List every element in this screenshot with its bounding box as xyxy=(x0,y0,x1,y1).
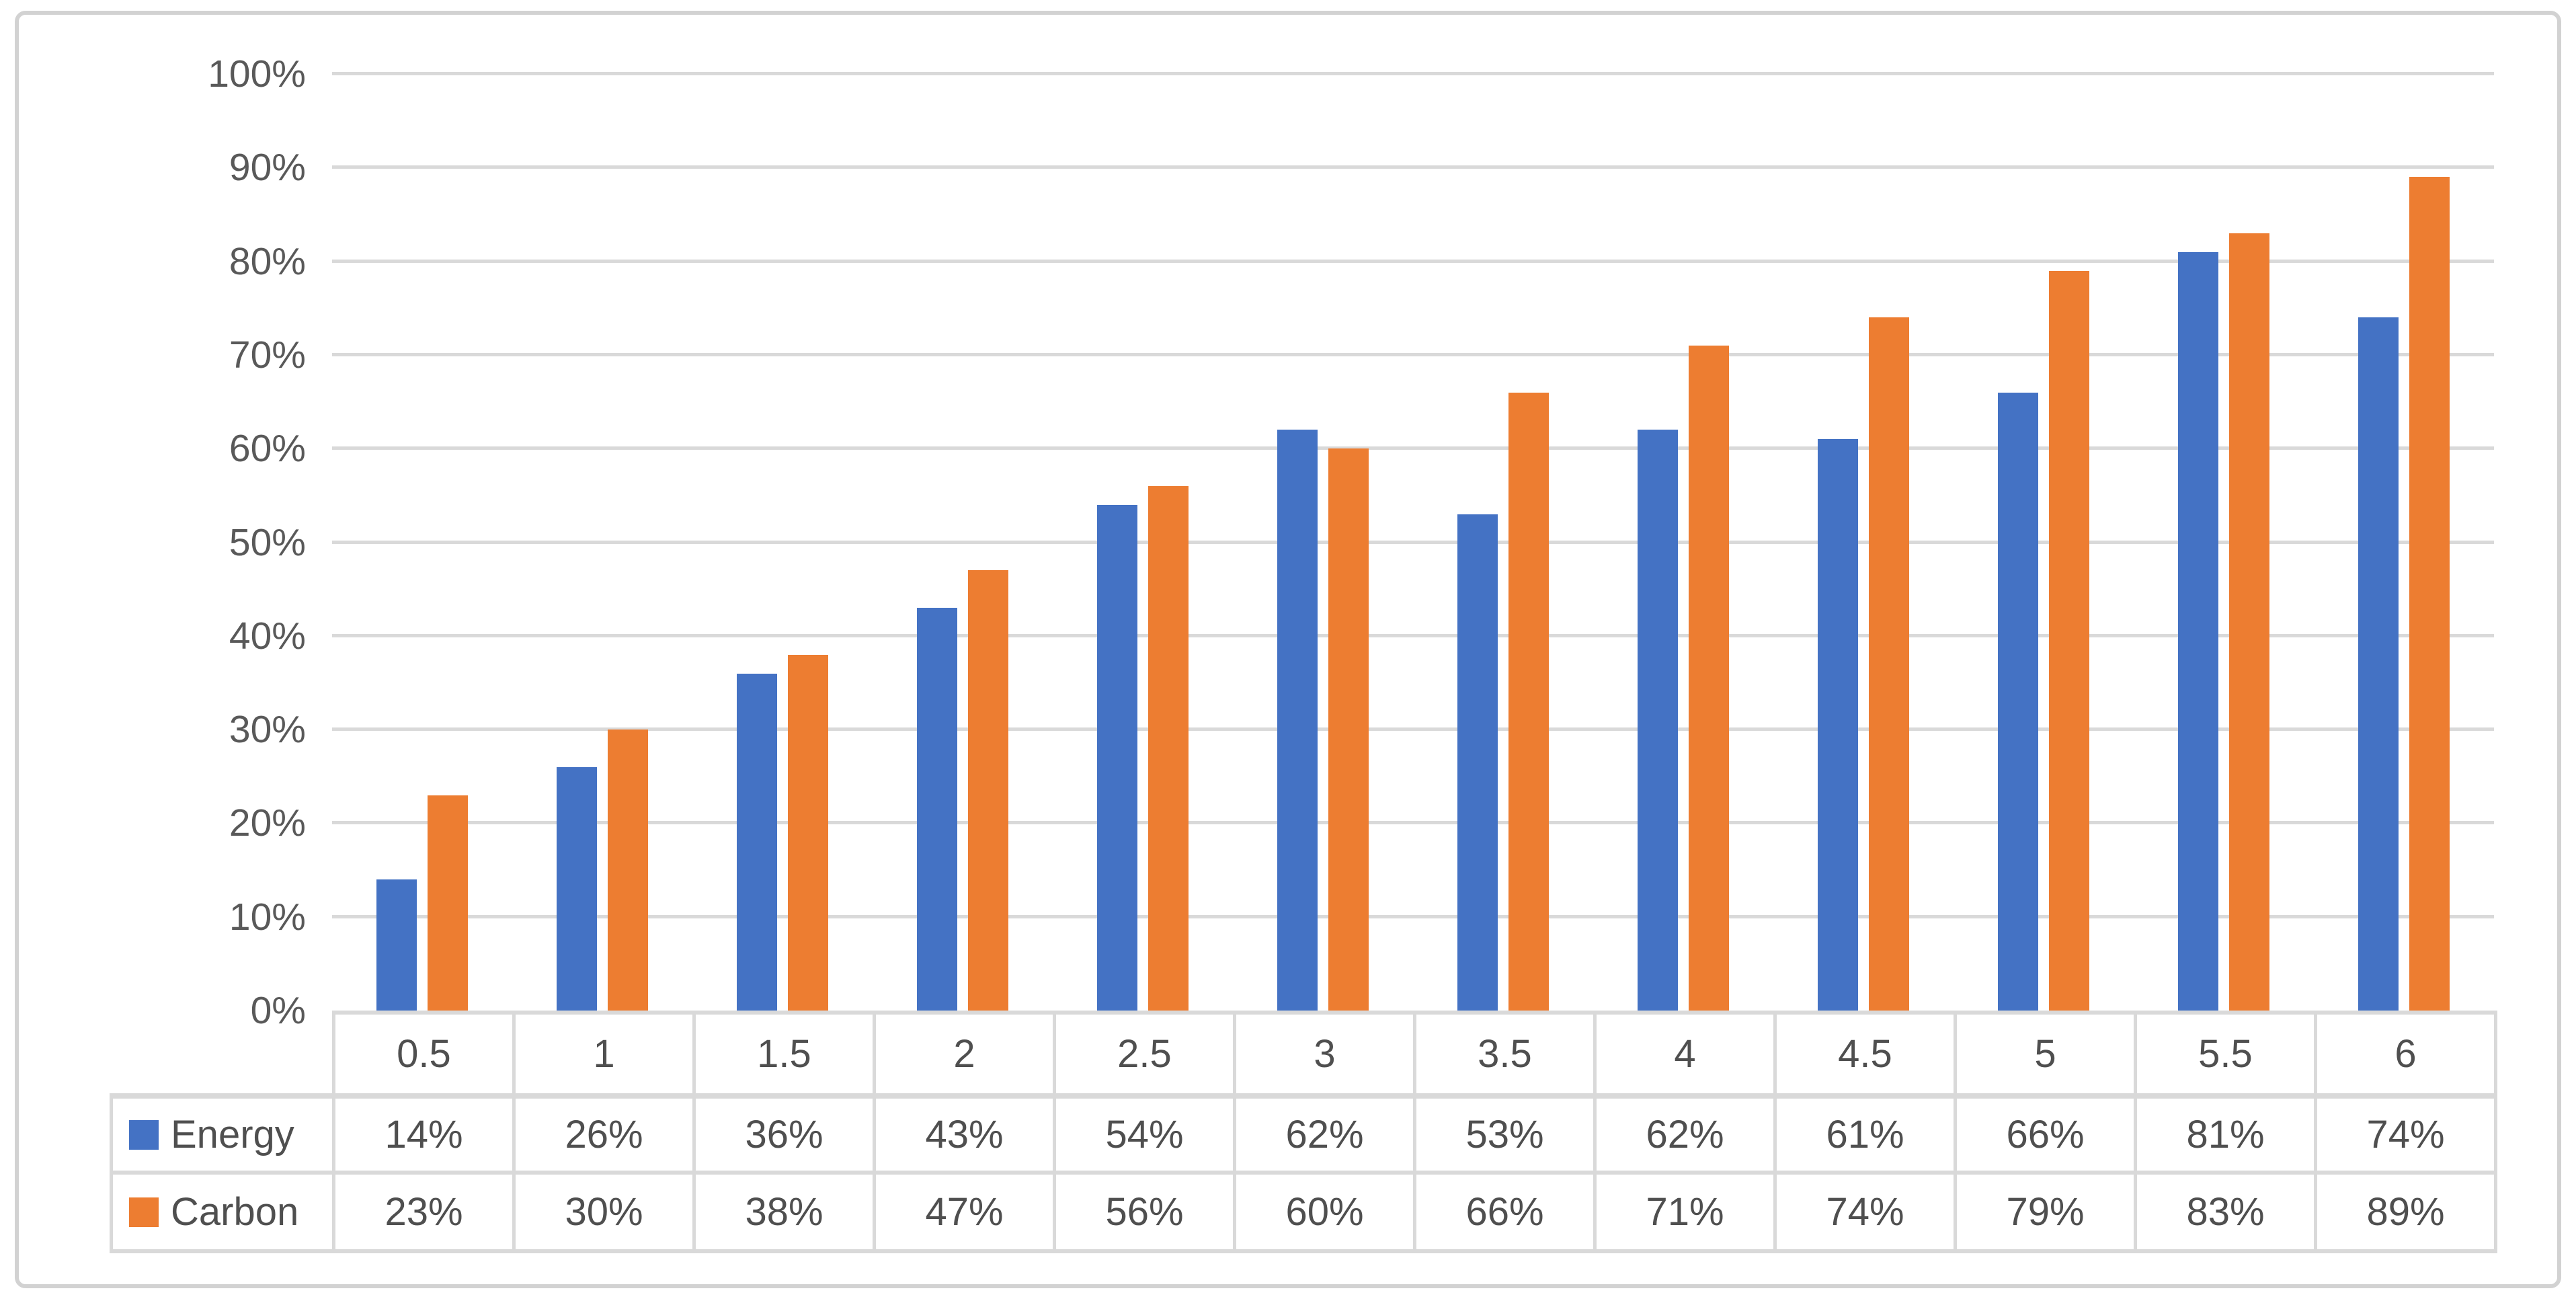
bar-energy-2 xyxy=(917,608,957,1011)
y-axis-tick-label-50: 50% xyxy=(229,520,306,564)
value-cell-energy-5.5: 81% xyxy=(2137,1099,2317,1171)
y-axis-tick-label-40: 40% xyxy=(229,614,306,658)
value-cell-energy-1: 26% xyxy=(516,1099,696,1171)
category-cell-4: 4 xyxy=(1597,1015,1777,1093)
value-cell-carbon-2: 47% xyxy=(876,1175,1056,1249)
gridline-20 xyxy=(332,821,2494,825)
value-cell-energy-4: 62% xyxy=(1597,1099,1777,1171)
bar-energy-4.5 xyxy=(1818,439,1858,1011)
value-cell-carbon-2.5: 56% xyxy=(1056,1175,1236,1249)
y-axis-tick-label-60: 60% xyxy=(229,427,306,471)
data-table-row-carbon: Carbon 23% 30% 38% 47% 56% 60% 66% 71% 74% 79% 83% 8… xyxy=(110,1171,2497,1253)
legend-key-energy-icon xyxy=(129,1119,159,1150)
gridline-40 xyxy=(332,633,2494,637)
value-cell-carbon-3.5: 66% xyxy=(1416,1175,1597,1249)
value-cell-carbon-1: 30% xyxy=(516,1175,696,1249)
series-label-energy: Energy xyxy=(171,1113,294,1156)
value-cell-carbon-5: 79% xyxy=(1957,1175,2137,1249)
bar-carbon-4 xyxy=(1689,345,1729,1011)
category-cell-5.5: 5.5 xyxy=(2137,1015,2317,1093)
value-cell-energy-2: 43% xyxy=(876,1099,1056,1171)
y-axis-tick-label-90: 90% xyxy=(229,146,306,190)
value-cell-energy-2.5: 54% xyxy=(1056,1099,1236,1171)
gridline-60 xyxy=(332,446,2494,450)
value-cell-energy-1.5: 36% xyxy=(696,1099,876,1171)
bar-energy-0.5 xyxy=(376,879,417,1011)
bar-carbon-2.5 xyxy=(1148,485,1189,1011)
bar-energy-3 xyxy=(1277,430,1318,1011)
value-cell-energy-3.5: 53% xyxy=(1416,1099,1597,1171)
data-table-row-energy: Energy 14% 26% 36% 43% 54% 62% 53% 62% 61% 66% 81% 7… xyxy=(110,1093,2497,1171)
plot-area xyxy=(332,72,2494,1011)
x-axis-category-row: 0.5 1 1.5 2 2.5 3 3.5 4 4.5 5 5.5 6 xyxy=(332,1011,2497,1093)
bar-carbon-5.5 xyxy=(2229,233,2269,1011)
category-cell-1.5: 1.5 xyxy=(696,1015,876,1093)
bar-energy-2.5 xyxy=(1097,504,1137,1011)
category-cell-2.5: 2.5 xyxy=(1056,1015,1236,1093)
category-cell-2: 2 xyxy=(876,1015,1056,1093)
bar-carbon-3.5 xyxy=(1508,392,1549,1011)
bar-carbon-6 xyxy=(2409,177,2450,1011)
bar-energy-1.5 xyxy=(737,673,777,1011)
value-cell-carbon-3: 60% xyxy=(1236,1175,1416,1249)
value-cell-carbon-6: 89% xyxy=(2317,1175,2497,1249)
series-label-carbon: Carbon xyxy=(171,1190,299,1234)
value-cell-carbon-5.5: 83% xyxy=(2137,1175,2317,1249)
legend-cell-energy: Energy xyxy=(113,1099,335,1171)
value-cell-carbon-0.5: 23% xyxy=(335,1175,516,1249)
category-cell-3: 3 xyxy=(1236,1015,1416,1093)
legend-key-carbon-icon xyxy=(129,1197,159,1227)
bar-energy-5.5 xyxy=(2178,251,2218,1011)
bar-carbon-0.5 xyxy=(428,795,468,1011)
value-cell-energy-3: 62% xyxy=(1236,1099,1416,1171)
legend-cell-carbon: Carbon xyxy=(113,1175,335,1249)
bar-energy-6 xyxy=(2358,317,2399,1011)
gridline-10 xyxy=(332,914,2494,918)
bar-carbon-1 xyxy=(608,730,648,1011)
gridline-70 xyxy=(332,352,2494,356)
category-cell-0.5: 0.5 xyxy=(335,1015,516,1093)
bar-carbon-1.5 xyxy=(788,654,828,1011)
gridline-50 xyxy=(332,540,2494,544)
category-cell-5: 5 xyxy=(1957,1015,2137,1093)
bar-carbon-3 xyxy=(1328,448,1369,1011)
value-cell-energy-6: 74% xyxy=(2317,1099,2497,1171)
value-cell-energy-4.5: 61% xyxy=(1777,1099,1957,1171)
value-cell-carbon-4: 71% xyxy=(1597,1175,1777,1249)
bar-carbon-4.5 xyxy=(1869,317,1909,1011)
y-axis-tick-label-10: 10% xyxy=(229,895,306,939)
gridline-100 xyxy=(332,72,2494,75)
y-axis-tick-label-70: 70% xyxy=(229,333,306,377)
gridline-30 xyxy=(332,727,2494,732)
gridline-90 xyxy=(332,165,2494,169)
value-cell-carbon-1.5: 38% xyxy=(696,1175,876,1249)
y-axis-tick-label-100: 100% xyxy=(208,52,306,95)
value-cell-energy-5: 66% xyxy=(1957,1099,2137,1171)
bar-carbon-5 xyxy=(2049,270,2089,1011)
bar-energy-3.5 xyxy=(1457,514,1498,1011)
y-axis-tick-label-30: 30% xyxy=(229,708,306,752)
bar-energy-5 xyxy=(1998,392,2038,1011)
category-cell-1: 1 xyxy=(516,1015,696,1093)
bar-energy-4 xyxy=(1638,430,1678,1011)
value-cell-energy-0.5: 14% xyxy=(335,1099,516,1171)
y-axis-tick-label-0: 0% xyxy=(250,989,306,1032)
value-cell-carbon-4.5: 74% xyxy=(1777,1175,1957,1249)
category-cell-6: 6 xyxy=(2317,1015,2497,1093)
y-axis-tick-label-20: 20% xyxy=(229,801,306,845)
bar-carbon-2 xyxy=(968,570,1008,1011)
y-axis-tick-label-80: 80% xyxy=(229,239,306,283)
category-cell-4.5: 4.5 xyxy=(1777,1015,1957,1093)
gridline-80 xyxy=(332,259,2494,263)
category-cell-3.5: 3.5 xyxy=(1416,1015,1597,1093)
bar-energy-1 xyxy=(557,766,597,1011)
